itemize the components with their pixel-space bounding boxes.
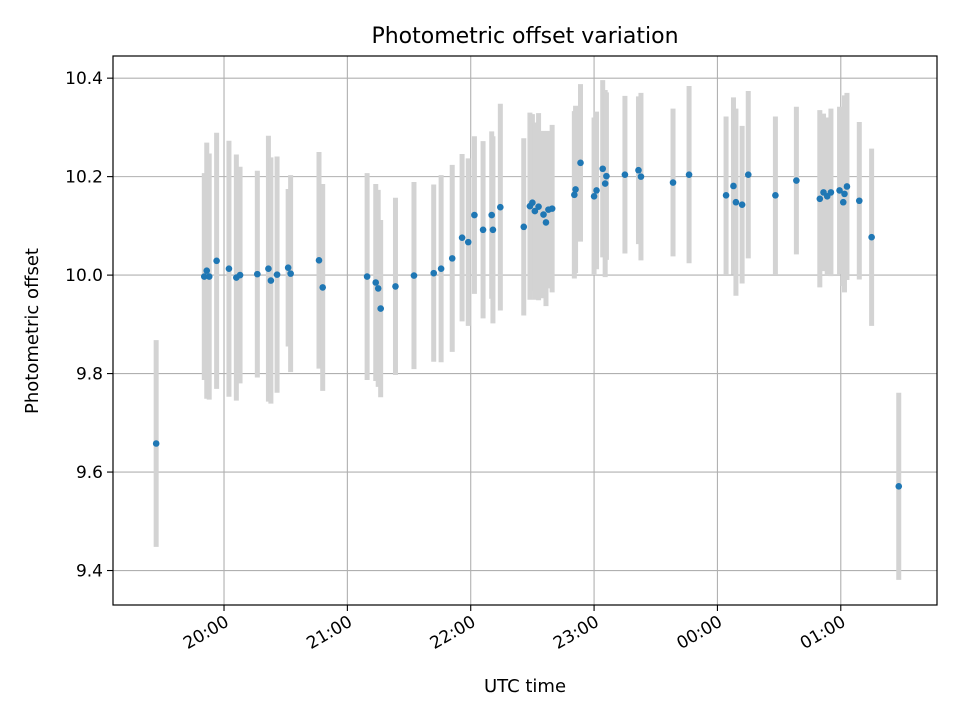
data-point [284,264,292,272]
data-points [152,159,903,490]
data-point [458,234,466,241]
data-point [572,186,579,193]
data-point [464,238,472,246]
data-point [437,265,445,273]
data-point [738,201,746,208]
data-point [203,267,211,274]
data-point [287,270,294,277]
data-point [577,159,584,167]
data-point [621,171,629,178]
data-point [254,270,261,278]
data-point [315,257,323,264]
data-point [520,223,528,231]
data-point [497,203,504,211]
data-point [200,273,208,280]
data-point [273,271,281,278]
data-point [430,269,438,277]
data-point [363,273,371,280]
data-point [730,182,737,190]
chart-title: Photometric offset variation [371,24,678,49]
data-point [392,283,399,290]
y-tick-label: 10.4 [65,69,103,89]
data-point [590,193,598,200]
data-point [377,305,384,312]
data-point [448,255,456,262]
data-point [841,190,848,198]
data-point [529,199,536,207]
data-point [732,198,740,206]
data-point [601,180,609,187]
x-axis-label: UTC time [484,676,566,697]
data-point [319,284,327,291]
data-point [599,165,607,173]
data-point [635,166,642,174]
data-point [793,177,800,184]
data-point [593,187,600,194]
data-point [843,183,851,190]
data-point [488,211,495,219]
data-point [213,257,220,265]
data-point [540,211,547,218]
data-point [531,207,539,215]
data-point [267,277,275,284]
data-point [471,211,478,219]
data-point [410,272,418,279]
data-point [236,271,244,279]
data-point [489,226,497,234]
data-point [571,191,578,199]
y-tick-label: 9.4 [76,562,103,582]
y-tick-label: 9.8 [76,365,103,385]
data-point [152,440,160,447]
data-point [374,285,382,292]
data-point [772,192,779,199]
data-point [685,171,693,178]
data-point [479,226,487,234]
data-point [225,265,233,273]
data-point [827,189,835,196]
data-point [669,179,677,186]
data-point [542,219,550,226]
y-tick-label: 9.6 [76,463,103,483]
data-point [744,171,752,178]
data-point [816,195,824,203]
data-point [637,173,645,180]
data-point [548,205,556,212]
y-tick-label: 10.2 [65,168,103,188]
y-tick-label: 10.0 [65,266,103,286]
data-point [836,187,843,194]
data-point [603,172,610,180]
data-point [839,198,847,206]
data-point [372,279,380,286]
data-point [205,273,213,280]
data-point [535,203,542,210]
data-point [722,192,730,199]
plot-frame [112,55,938,606]
data-point [855,197,863,205]
y-axis-label: Photometric offset [22,248,43,414]
data-point [265,265,272,273]
data-point [895,483,903,490]
data-point [868,233,875,241]
